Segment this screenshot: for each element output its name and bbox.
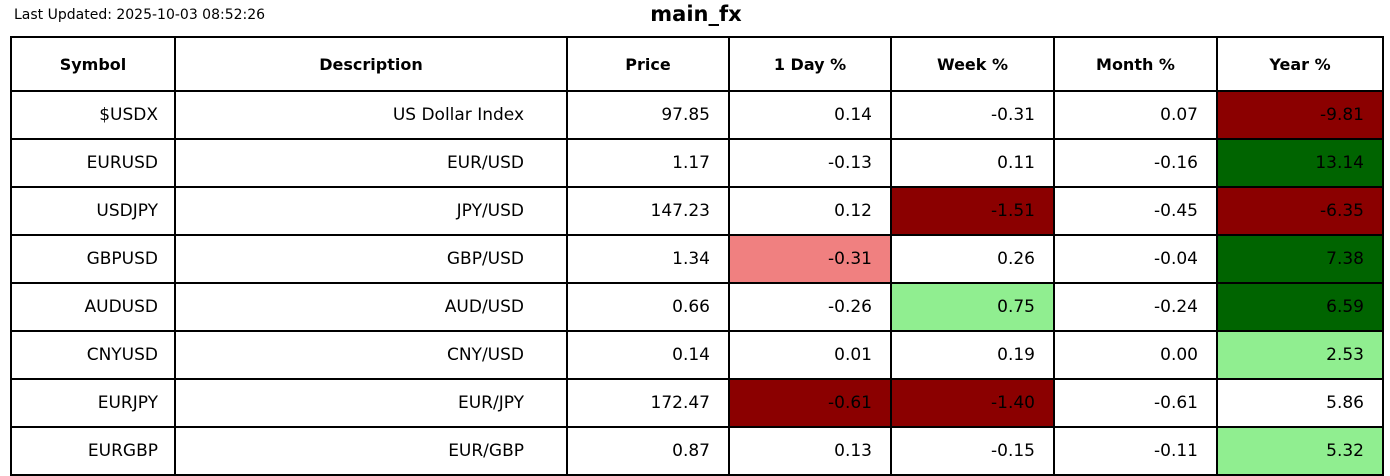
page-title: main_fx: [650, 2, 742, 26]
cell-symbol: CNYUSD: [10, 330, 176, 380]
cell-year: 7.38: [1216, 234, 1384, 284]
table-row: AUDUSD AUD/USD 0.66 -0.26 0.75 -0.24 6.59: [10, 282, 1384, 332]
cell-month: -0.11: [1053, 426, 1218, 476]
cell-week: 0.11: [890, 138, 1055, 188]
table-row: $USDX US Dollar Index 97.85 0.14 -0.31 0.07 -9…: [10, 90, 1384, 140]
col-header-1day: 1 Day %: [728, 36, 892, 92]
cell-month: -0.16: [1053, 138, 1218, 188]
cell-day: 0.01: [728, 330, 892, 380]
cell-day: -0.26: [728, 282, 892, 332]
cell-day: -0.31: [728, 234, 892, 284]
col-header-price: Price: [566, 36, 730, 92]
cell-week: 0.19: [890, 330, 1055, 380]
cell-price: 0.87: [566, 426, 730, 476]
cell-description: EUR/GBP: [174, 426, 568, 476]
table-body: $USDX US Dollar Index 97.85 0.14 -0.31 0.07 -9…: [10, 90, 1384, 476]
cell-month: -0.24: [1053, 282, 1218, 332]
table-header-row: Symbol Description Price 1 Day % Week % …: [10, 36, 1384, 92]
cell-month: 0.00: [1053, 330, 1218, 380]
cell-year: 5.86: [1216, 378, 1384, 428]
cell-week: 0.75: [890, 282, 1055, 332]
cell-month: -0.61: [1053, 378, 1218, 428]
cell-symbol: AUDUSD: [10, 282, 176, 332]
cell-year: -9.81: [1216, 90, 1384, 140]
cell-week: 0.26: [890, 234, 1055, 284]
cell-price: 97.85: [566, 90, 730, 140]
table-row: CNYUSD CNY/USD 0.14 0.01 0.19 0.00 2.53: [10, 330, 1384, 380]
cell-description: JPY/USD: [174, 186, 568, 236]
cell-price: 172.47: [566, 378, 730, 428]
col-header-symbol: Symbol: [10, 36, 176, 92]
cell-day: 0.12: [728, 186, 892, 236]
cell-day: 0.14: [728, 90, 892, 140]
cell-month: -0.04: [1053, 234, 1218, 284]
table-row: EURUSD EUR/USD 1.17 -0.13 0.11 -0.16 13.14: [10, 138, 1384, 188]
table-row: USDJPY JPY/USD 147.23 0.12 -1.51 -0.45 -6.35: [10, 186, 1384, 236]
table-row: EURGBP EUR/GBP 0.87 0.13 -0.15 -0.11 5.32: [10, 426, 1384, 476]
fx-rates-table: Symbol Description Price 1 Day % Week % …: [10, 36, 1384, 476]
cell-price: 1.17: [566, 138, 730, 188]
cell-month: -0.45: [1053, 186, 1218, 236]
cell-day: -0.13: [728, 138, 892, 188]
cell-price: 147.23: [566, 186, 730, 236]
cell-month: 0.07: [1053, 90, 1218, 140]
cell-day: 0.13: [728, 426, 892, 476]
cell-week: -0.15: [890, 426, 1055, 476]
cell-year: 6.59: [1216, 282, 1384, 332]
cell-price: 0.14: [566, 330, 730, 380]
cell-price: 0.66: [566, 282, 730, 332]
col-header-description: Description: [174, 36, 568, 92]
table-row: EURJPY EUR/JPY 172.47 -0.61 -1.40 -0.61 5.86: [10, 378, 1384, 428]
cell-description: GBP/USD: [174, 234, 568, 284]
cell-price: 1.34: [566, 234, 730, 284]
cell-symbol: EURJPY: [10, 378, 176, 428]
cell-symbol: EURGBP: [10, 426, 176, 476]
col-header-month: Month %: [1053, 36, 1218, 92]
cell-week: -1.51: [890, 186, 1055, 236]
cell-year: 13.14: [1216, 138, 1384, 188]
cell-day: -0.61: [728, 378, 892, 428]
cell-symbol: $USDX: [10, 90, 176, 140]
last-updated-timestamp: Last Updated: 2025-10-03 08:52:26: [14, 7, 266, 23]
cell-year: 2.53: [1216, 330, 1384, 380]
cell-week: -0.31: [890, 90, 1055, 140]
col-header-week: Week %: [890, 36, 1055, 92]
table-row: GBPUSD GBP/USD 1.34 -0.31 0.26 -0.04 7.38: [10, 234, 1384, 284]
cell-symbol: USDJPY: [10, 186, 176, 236]
cell-description: AUD/USD: [174, 282, 568, 332]
cell-symbol: GBPUSD: [10, 234, 176, 284]
col-header-year: Year %: [1216, 36, 1384, 92]
cell-description: CNY/USD: [174, 330, 568, 380]
cell-description: EUR/USD: [174, 138, 568, 188]
cell-symbol: EURUSD: [10, 138, 176, 188]
cell-year: 5.32: [1216, 426, 1384, 476]
cell-week: -1.40: [890, 378, 1055, 428]
cell-year: -6.35: [1216, 186, 1384, 236]
cell-description: EUR/JPY: [174, 378, 568, 428]
cell-description: US Dollar Index: [174, 90, 568, 140]
